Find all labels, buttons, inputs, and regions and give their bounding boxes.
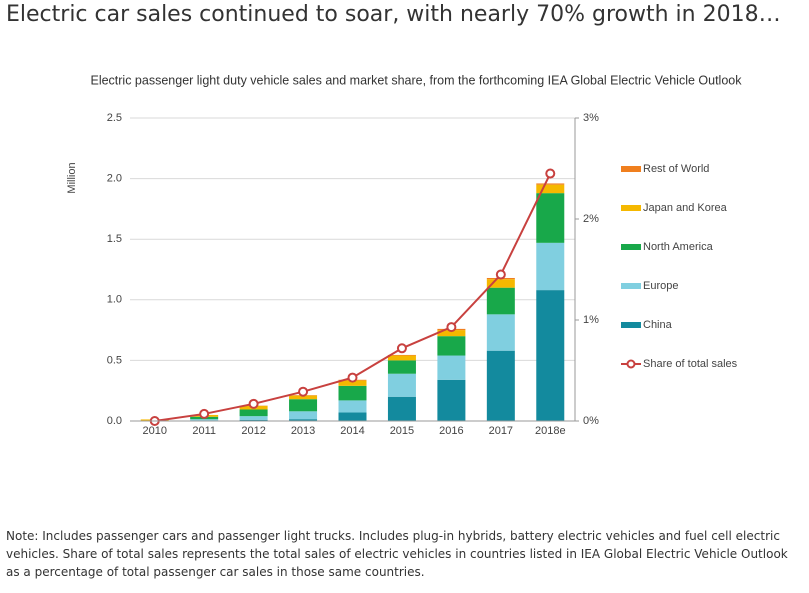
legend-swatch xyxy=(621,166,641,172)
bar xyxy=(338,385,367,401)
y-tick-label: 2.0 xyxy=(107,173,122,185)
x-tick-label: 2017 xyxy=(489,425,513,437)
y2-tick-label: 1% xyxy=(583,314,599,326)
bar xyxy=(437,330,466,337)
x-tick-label: 2011 xyxy=(192,425,216,437)
bar xyxy=(289,411,318,420)
bar xyxy=(338,412,367,421)
x-tick-label: 2010 xyxy=(142,425,166,437)
x-tick-label: 2015 xyxy=(390,425,414,437)
line-marker xyxy=(396,343,407,354)
bar xyxy=(437,336,466,356)
bar xyxy=(536,183,565,185)
bar xyxy=(190,419,219,421)
bar xyxy=(239,409,268,417)
page-title: Electric car sales continued to soar, wi… xyxy=(6,2,781,27)
y2-tick-label: 2% xyxy=(583,213,599,225)
line-marker xyxy=(347,372,358,383)
line-marker xyxy=(199,408,210,419)
x-tick-label: 2016 xyxy=(439,425,463,437)
bar xyxy=(536,184,565,194)
legend-swatch xyxy=(621,244,641,250)
legend-swatch xyxy=(621,283,641,289)
bar xyxy=(486,287,515,315)
bar xyxy=(536,242,565,291)
bar xyxy=(486,314,515,351)
bar xyxy=(289,399,318,412)
y2-tick-label: 3% xyxy=(583,112,599,124)
chart-title: Electric passenger light duty vehicle sa… xyxy=(90,73,742,87)
legend-label: North America xyxy=(643,241,714,253)
bar xyxy=(387,355,416,361)
legend-swatch xyxy=(621,205,641,211)
line-marker xyxy=(248,398,259,409)
x-tick-label: 2014 xyxy=(340,425,364,437)
bar xyxy=(338,400,367,413)
legend-label: Europe xyxy=(643,280,678,292)
line-marker xyxy=(495,269,506,280)
legend-label: China xyxy=(643,319,673,331)
bar xyxy=(289,419,318,421)
line-marker xyxy=(545,168,556,179)
line-marker xyxy=(446,322,457,333)
y-tick-label: 1.0 xyxy=(107,294,122,306)
bar xyxy=(387,373,416,397)
legend-swatch xyxy=(626,359,636,369)
bar xyxy=(437,379,466,421)
bar xyxy=(387,360,416,374)
x-tick-label: 2012 xyxy=(241,425,265,437)
line-marker xyxy=(298,386,309,397)
bar xyxy=(239,419,268,421)
bar xyxy=(536,290,565,421)
note: Note: Includes passenger cars and passen… xyxy=(6,529,788,579)
bar xyxy=(289,395,318,400)
y-tick-label: 2.5 xyxy=(107,112,122,124)
bar xyxy=(387,354,416,356)
bar xyxy=(486,279,515,288)
legend-label: Japan and Korea xyxy=(643,202,728,214)
x-tick-label: 2018e xyxy=(535,425,566,437)
bar xyxy=(437,355,466,380)
x-tick-label: 2013 xyxy=(291,425,315,437)
bar xyxy=(387,396,416,421)
legend-label: Share of total sales xyxy=(643,358,738,370)
bar xyxy=(536,193,565,243)
y-axis-label: Million xyxy=(66,162,78,193)
y-tick-label: 1.5 xyxy=(107,233,122,245)
y-tick-label: 0.0 xyxy=(107,415,122,427)
bar xyxy=(239,416,268,420)
chart: Electric passenger light duty vehicle sa… xyxy=(66,73,742,437)
legend-label: Rest of World xyxy=(643,163,709,175)
y-tick-label: 0.5 xyxy=(107,354,122,366)
bar xyxy=(486,350,515,421)
y2-tick-label: 0% xyxy=(583,415,599,427)
legend-swatch xyxy=(621,322,641,328)
bar xyxy=(338,380,367,386)
